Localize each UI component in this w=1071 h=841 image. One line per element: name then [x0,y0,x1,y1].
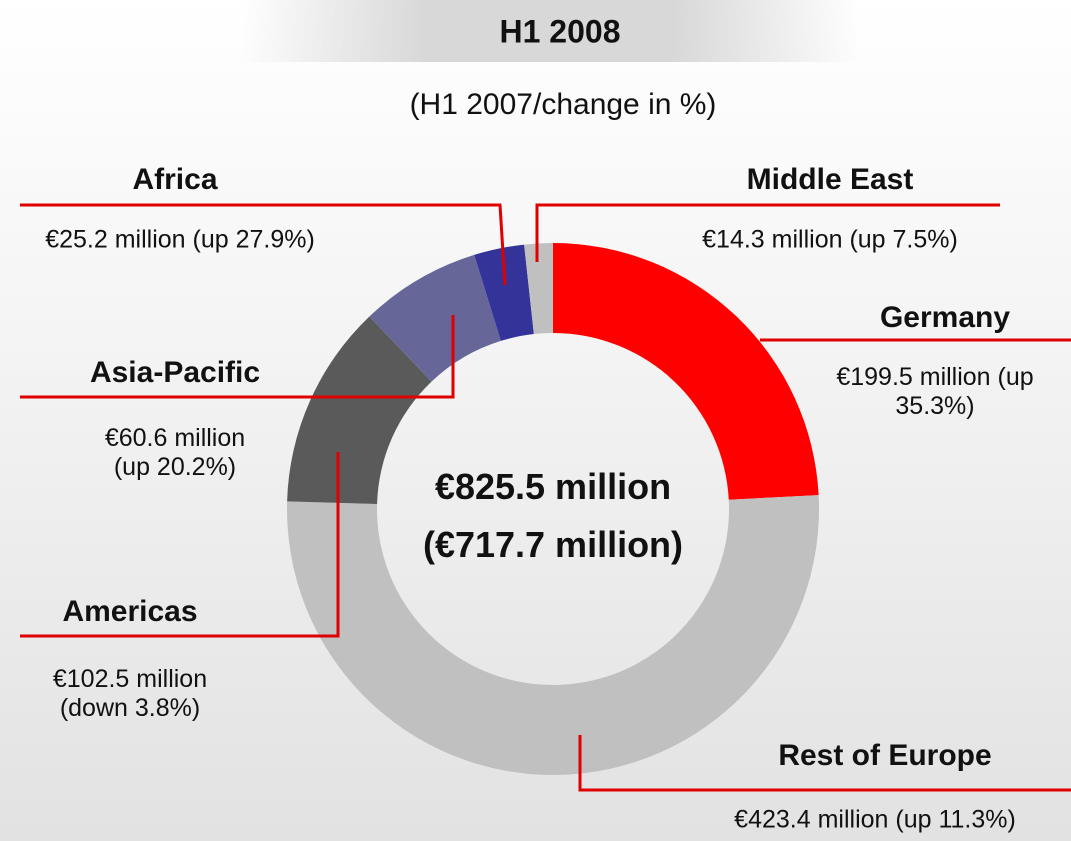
value-label: €60.6 million (up 20.2%) [104,424,246,481]
slices [287,243,820,775]
slice [474,244,534,341]
value-label: €199.5 million (up 35.3%) [836,363,1034,420]
slice [553,243,819,500]
leader-line [20,315,455,399]
center-label: €825.5 million [434,466,672,507]
category-label: Americas [62,595,198,628]
leader-line [20,452,340,638]
category-label: Middle East [746,163,914,196]
slice [287,495,820,775]
category-label: Rest of Europe [778,739,992,772]
value-label: €25.2 million (up 27.9%) [45,225,315,254]
center-label: (€717.7 million) [422,524,684,565]
slice [287,316,432,504]
title-band [240,0,860,62]
leader-line [578,735,1071,792]
chart-title: H1 2008 [499,13,621,50]
chart-subtitle: (H1 2007/change in %) [409,88,717,121]
leader-line [20,203,507,286]
slice [524,243,553,335]
category-label: Africa [132,163,218,196]
category-label: Asia-Pacific [89,356,261,389]
value-label: €102.5 million (down 3.8%) [52,665,208,722]
leader-lines [20,203,1071,792]
slice [369,254,501,382]
value-label: €423.4 million (up 11.3%) [734,805,1016,834]
value-label: €14.3 million (up 7.5%) [702,225,958,254]
leader-line [535,203,1000,262]
category-label: Germany [879,301,1011,334]
